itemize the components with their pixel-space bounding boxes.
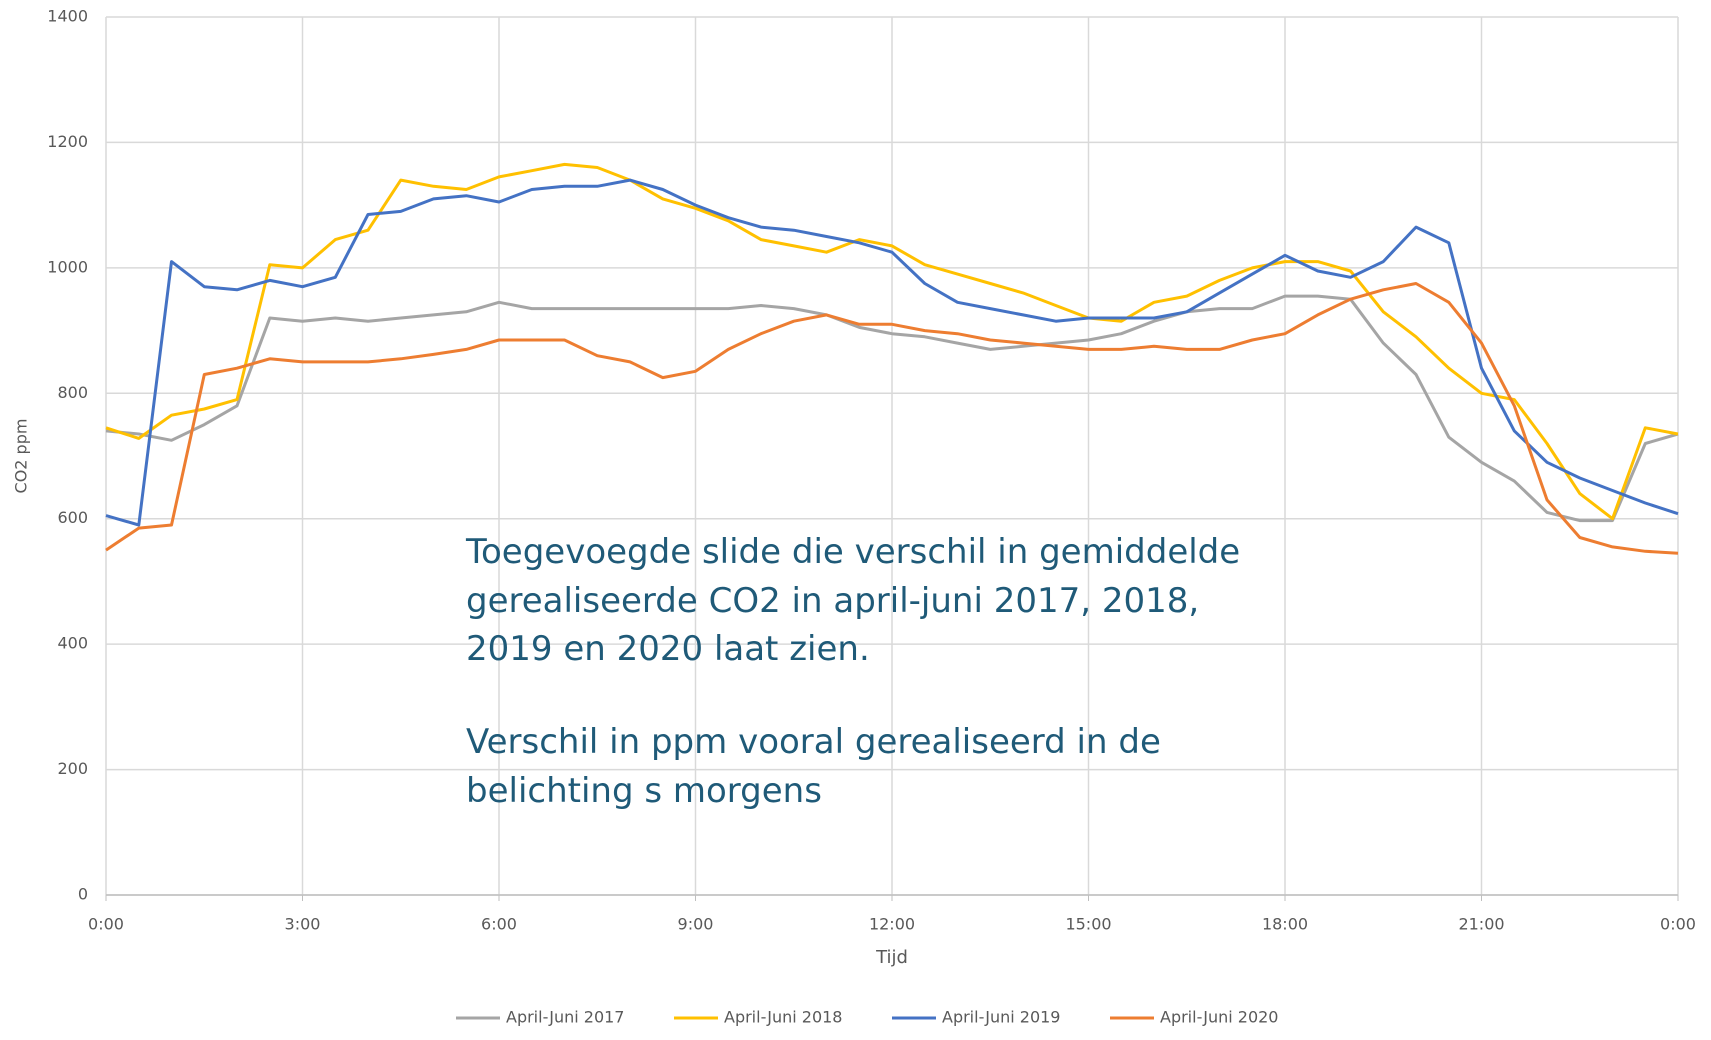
x-tick-label: 3:00: [285, 915, 321, 934]
y-tick-label: 400: [57, 634, 88, 653]
y-axis-label: CO2 ppm: [12, 419, 31, 494]
legend-label: April-Juni 2018: [724, 1008, 842, 1027]
annotation: belichting s morgens: [466, 771, 822, 811]
y-tick-label: 1200: [47, 132, 88, 151]
legend-label: April-Juni 2017: [506, 1008, 624, 1027]
y-tick-label: 600: [57, 508, 88, 527]
series-line: [105, 162, 1679, 521]
x-tick-label: 0:00: [1660, 915, 1696, 934]
annotation: 2019 en 2020 laat zien.: [466, 629, 870, 669]
y-tick-label: 1000: [47, 257, 88, 276]
y-tick-label: 0: [78, 885, 88, 904]
legend-label: April-Juni 2019: [942, 1008, 1060, 1027]
x-tick-label: 12:00: [869, 915, 915, 934]
x-tick-label: 6:00: [481, 915, 517, 934]
series-line: [105, 294, 1679, 523]
legend-label: April-Juni 2020: [1160, 1008, 1278, 1027]
x-tick-label: 0:00: [88, 915, 124, 934]
series-line: [105, 282, 1679, 555]
series-line: [105, 178, 1679, 527]
x-tick-label: 18:00: [1262, 915, 1308, 934]
y-tick-label: 200: [57, 759, 88, 778]
x-tick-label: 9:00: [678, 915, 714, 934]
annotation: Verschil in ppm vooral gerealiseerd in d…: [466, 722, 1161, 762]
x-tick-label: 21:00: [1458, 915, 1504, 934]
y-tick-label: 1400: [47, 7, 88, 26]
annotation: gerealiseerde CO2 in april-juni 2017, 20…: [466, 581, 1199, 621]
x-tick-label: 15:00: [1065, 915, 1111, 934]
annotation: Toegevoegde slide die verschil in gemidd…: [465, 532, 1240, 572]
y-tick-label: 800: [57, 383, 88, 402]
x-axis-label: Tijd: [875, 947, 908, 968]
